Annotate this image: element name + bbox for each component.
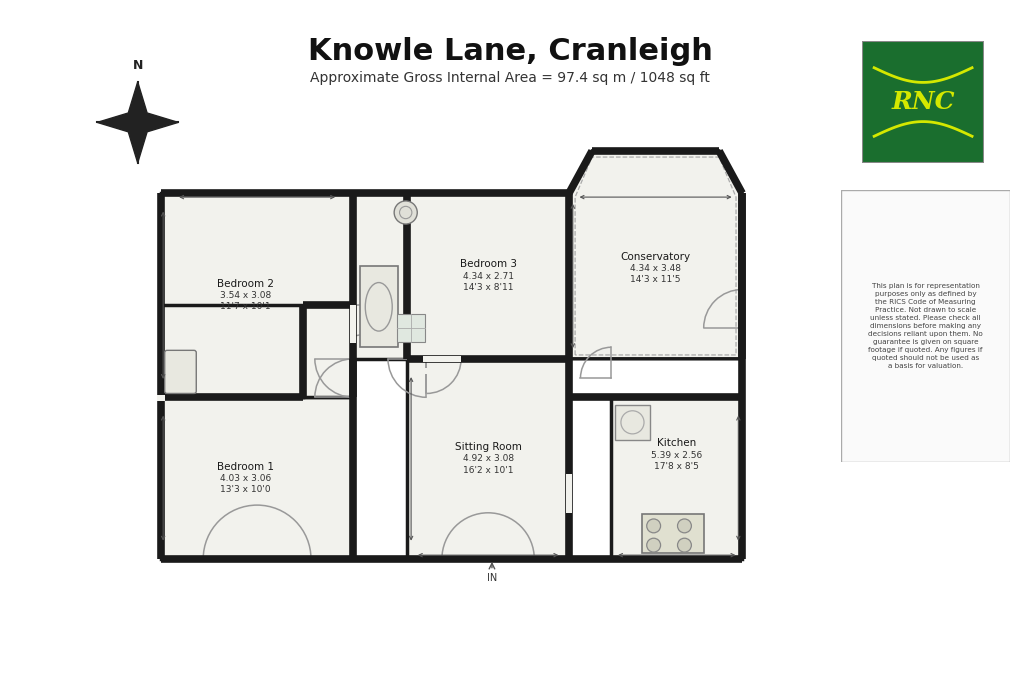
Bar — [614, 405, 649, 440]
Text: Knowle Lane, Cranleigh: Knowle Lane, Cranleigh — [308, 37, 711, 67]
Text: N: N — [132, 59, 143, 72]
Text: 16'2 x 10'1: 16'2 x 10'1 — [463, 466, 513, 475]
Bar — [610, 397, 742, 559]
Bar — [396, 314, 425, 342]
Bar — [353, 193, 407, 359]
Bar — [407, 359, 569, 559]
Circle shape — [646, 538, 660, 552]
Circle shape — [677, 519, 691, 533]
Text: 14'3 x 11'5: 14'3 x 11'5 — [630, 275, 680, 284]
Bar — [359, 267, 397, 347]
Bar — [642, 514, 703, 553]
Text: Bedroom 2: Bedroom 2 — [217, 279, 274, 289]
Text: 4.92 x 3.08: 4.92 x 3.08 — [462, 454, 514, 463]
Bar — [422, 356, 461, 362]
Text: Bedroom 3: Bedroom 3 — [460, 260, 516, 269]
Circle shape — [646, 519, 660, 533]
Text: 4.34 x 2.71: 4.34 x 2.71 — [463, 271, 514, 281]
Bar — [157, 395, 164, 401]
Bar — [407, 193, 569, 359]
Text: 13'3 x 10'0: 13'3 x 10'0 — [220, 486, 271, 494]
FancyBboxPatch shape — [164, 350, 196, 394]
Polygon shape — [97, 82, 178, 163]
Text: Bedroom 1: Bedroom 1 — [217, 462, 274, 472]
Text: IN: IN — [486, 573, 496, 583]
Bar — [422, 368, 445, 374]
Text: 4.34 x 3.48: 4.34 x 3.48 — [630, 264, 681, 273]
Text: Sitting Room: Sitting Room — [454, 443, 521, 452]
Bar — [161, 397, 353, 559]
Text: RNC: RNC — [891, 90, 954, 114]
Text: 4.03 x 3.06: 4.03 x 3.06 — [220, 474, 271, 483]
Bar — [161, 193, 353, 397]
Text: 11'7 x 10'1: 11'7 x 10'1 — [220, 303, 271, 311]
Text: 17'8 x 8'5: 17'8 x 8'5 — [653, 462, 698, 471]
Polygon shape — [569, 151, 742, 359]
Bar — [161, 305, 303, 397]
Text: 14'3 x 8'11: 14'3 x 8'11 — [463, 283, 513, 292]
Text: Conservatory: Conservatory — [620, 252, 690, 262]
Text: Kitchen: Kitchen — [656, 439, 696, 449]
Circle shape — [677, 538, 691, 552]
Text: 5.39 x 2.56: 5.39 x 2.56 — [650, 451, 702, 460]
Text: 3.54 x 3.08: 3.54 x 3.08 — [220, 291, 271, 300]
Circle shape — [393, 201, 417, 224]
Bar — [566, 475, 572, 513]
Text: Approximate Gross Internal Area = 97.4 sq m / 1048 sq ft: Approximate Gross Internal Area = 97.4 s… — [310, 71, 709, 86]
Text: This plan is for representation
purposes only as defined by
the RICS Code of Mea: This plan is for representation purposes… — [867, 284, 982, 369]
Bar — [350, 305, 356, 343]
